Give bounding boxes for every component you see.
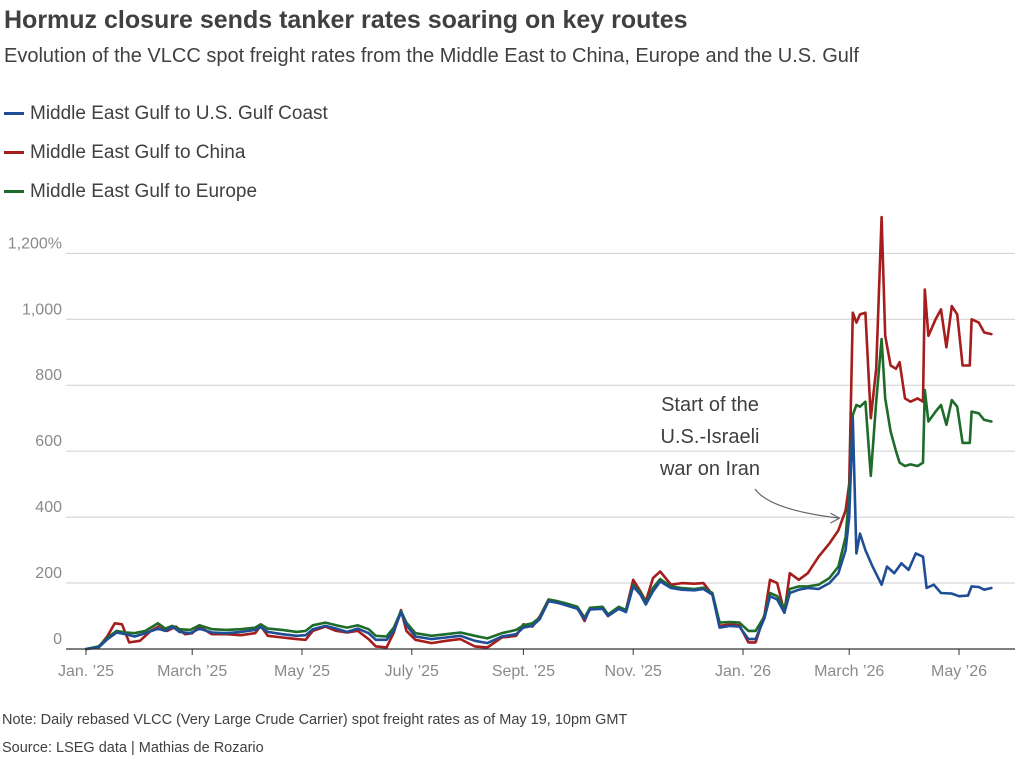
series-line-us-gulf [84, 416, 993, 651]
y-tick-label-800: 800 [35, 367, 62, 384]
axis-layer: 0 200 400 600 800 1,000 1,200% Jan. ’25 March ’2… [8, 235, 1015, 680]
annotation-arrow [754, 488, 840, 519]
series-line-china [84, 215, 993, 651]
grid-layer [66, 252, 1015, 584]
line-chart: 0 200 400 600 800 1,000 1,200% Jan. ’25 March ’2… [8, 215, 1015, 680]
legend-swatch-china [4, 151, 24, 154]
annotation-line-0: Start of the [661, 394, 759, 416]
x-tick-label-4: Sept. ’25 [492, 663, 555, 680]
x-tick-label-5: Nov. ’25 [604, 663, 662, 680]
annotation-arrowhead [830, 512, 841, 524]
legend-label-us-gulf: Middle East Gulf to U.S. Gulf Coast [30, 102, 328, 124]
annotation-line-2: war on Iran [659, 458, 760, 480]
annotation-layer: Start of the U.S.-Israeli war on Iran [659, 394, 841, 524]
legend-label-europe: Middle East Gulf to Europe [30, 180, 258, 202]
x-tick-label-1: March ’25 [157, 663, 227, 680]
x-tick-label-2: May ’25 [274, 663, 330, 680]
chart-subtitle: Evolution of the VLCC spot freight rates… [4, 45, 859, 67]
series-layer [84, 215, 993, 651]
y-tick-label-1000: 1,000 [22, 301, 62, 318]
legend-swatch-europe [4, 190, 24, 193]
annotation-line-1: U.S.-Israeli [661, 426, 760, 448]
legend-item-europe: Middle East Gulf to Europe [4, 172, 328, 211]
y-tick-label-1200: 1,200% [8, 235, 62, 252]
y-tick-label-600: 600 [35, 433, 62, 450]
x-tick-label-6: Jan. ’26 [715, 663, 771, 680]
series-line-europe [84, 337, 993, 651]
footnote: Note: Daily rebased VLCC (Very Large Cru… [2, 712, 628, 728]
legend-item-china: Middle East Gulf to China [4, 133, 328, 172]
y-tick-label-200: 200 [35, 565, 62, 582]
x-tick-label-8: May ’26 [931, 663, 987, 680]
legend-item-us-gulf: Middle East Gulf to U.S. Gulf Coast [4, 94, 328, 133]
x-tick-label-0: Jan. ’25 [58, 663, 114, 680]
y-tick-label-400: 400 [35, 499, 62, 516]
legend-swatch-us-gulf [4, 112, 24, 115]
source-credit: Source: LSEG data | Mathias de Rozario [2, 740, 264, 756]
x-tick-label-3: July ’25 [385, 663, 439, 680]
chart-title: Hormuz closure sends tanker rates soarin… [4, 6, 688, 34]
x-tick-label-7: March ’26 [814, 663, 884, 680]
legend-label-china: Middle East Gulf to China [30, 141, 246, 163]
legend: Middle East Gulf to U.S. Gulf Coast Midd… [4, 94, 328, 211]
y-tick-label-0: 0 [53, 631, 62, 648]
